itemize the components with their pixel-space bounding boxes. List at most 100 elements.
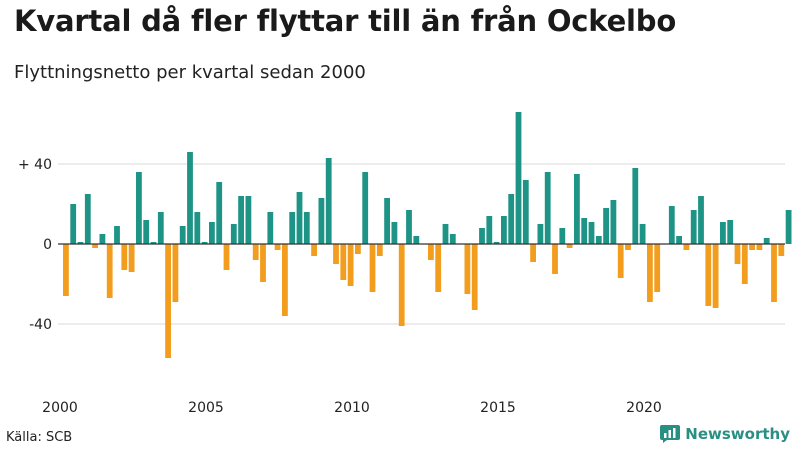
bar: 2023 Q1: -10 bbox=[734, 244, 741, 264]
bar: 2018 Q1: 11 bbox=[588, 222, 595, 244]
bar: 2019 Q2: -3 bbox=[625, 244, 631, 250]
bar: 2002 Q1: -13 bbox=[121, 244, 128, 270]
bar: 2005 Q2: 31 bbox=[216, 182, 223, 244]
bar: 2009 Q2: -10 bbox=[333, 244, 339, 264]
bar: 2020 Q2: -24 bbox=[654, 244, 661, 292]
brand-name: Newsworthy bbox=[685, 425, 790, 443]
bar: 2001 Q3: -27 bbox=[106, 244, 113, 298]
bar: 2017 Q3: 35 bbox=[574, 174, 580, 244]
bar: 2014 Q3: 14 bbox=[486, 216, 493, 244]
bar: 2013 Q2: 5 bbox=[449, 234, 456, 244]
bar: 2014 Q2: 8 bbox=[479, 228, 485, 244]
bar: 2006 Q2: 24 bbox=[245, 196, 252, 244]
bar: 2017 Q4: 13 bbox=[581, 218, 588, 244]
bar: 2019 Q4: 10 bbox=[639, 224, 646, 244]
bar: 2023 Q4: -3 bbox=[756, 244, 763, 250]
newsworthy-chart-icon bbox=[660, 425, 681, 443]
bar: 2009 Q1: 43 bbox=[325, 158, 332, 244]
bar: 2021 Q2: -3 bbox=[683, 244, 690, 250]
grid-layer bbox=[58, 163, 785, 325]
bar: 2008 Q4: 23 bbox=[318, 198, 325, 244]
bar: 2017 Q2: -2 bbox=[566, 244, 573, 248]
bar: 2003 Q4: -29 bbox=[172, 244, 179, 302]
bar: 2010 Q4: -6 bbox=[376, 244, 383, 256]
bar: 2011 Q4: 17 bbox=[406, 210, 412, 244]
bar: 2008 Q1: 26 bbox=[296, 192, 303, 244]
bar: 2009 Q4: -21 bbox=[347, 244, 354, 286]
bar: 2010 Q1: -5 bbox=[355, 244, 361, 254]
bar: 2004 Q3: 16 bbox=[194, 212, 201, 244]
chart-title: Kvartal då fler flyttar till än från Ock… bbox=[14, 4, 677, 38]
bar: 2013 Q1: 10 bbox=[442, 224, 449, 244]
bar: 2001 Q2: 5 bbox=[99, 234, 106, 244]
bar: 2007 Q1: 16 bbox=[267, 212, 274, 244]
bar: 2006 Q3: -8 bbox=[252, 244, 259, 260]
bar: 2014 Q1: -33 bbox=[471, 244, 478, 310]
y-tick-label: + 40 bbox=[18, 157, 52, 173]
bar: 2000 Q4: 25 bbox=[84, 194, 91, 244]
bar: 2006 Q4: -19 bbox=[260, 244, 266, 282]
bar: 2022 Q1: -31 bbox=[705, 244, 712, 306]
x-tick-label: 2005 bbox=[188, 400, 224, 416]
bar: 2012 Q3: -8 bbox=[428, 244, 434, 260]
bar: 2015 Q3: 66 bbox=[515, 112, 522, 244]
bar-layer: 2000 Q1: -262000 Q2: 202000 Q3: 12000 Q4… bbox=[63, 112, 792, 358]
bar: 2022 Q3: 11 bbox=[720, 222, 726, 244]
bar: 2017 Q1: 8 bbox=[559, 228, 566, 244]
x-tick-label: 2015 bbox=[480, 400, 516, 416]
bar: 2015 Q1: 14 bbox=[501, 216, 507, 244]
x-tick-label: 2010 bbox=[334, 400, 370, 416]
bar: 2016 Q3: 36 bbox=[544, 172, 551, 244]
y-tick-label: 0 bbox=[43, 237, 52, 253]
bar: 2008 Q3: -6 bbox=[311, 244, 317, 256]
bar: 2003 Q2: 16 bbox=[157, 212, 164, 244]
bar: 2016 Q4: -15 bbox=[552, 244, 558, 274]
bar: 2016 Q2: 10 bbox=[537, 224, 544, 244]
bar: 2021 Q3: 17 bbox=[690, 210, 697, 244]
bar: 2020 Q1: -29 bbox=[647, 244, 653, 302]
bar: 2000 Q2: 20 bbox=[70, 204, 77, 244]
bar: 2015 Q4: 32 bbox=[522, 180, 529, 244]
bar: 2014 Q4: 1 bbox=[493, 242, 500, 244]
bar: 2011 Q2: 11 bbox=[391, 222, 398, 244]
bar: 2001 Q4: 9 bbox=[114, 226, 120, 244]
bar: 2003 Q3: -57 bbox=[165, 244, 171, 358]
bar: 2000 Q3: 1 bbox=[77, 242, 84, 244]
bar: 2007 Q4: 16 bbox=[289, 212, 296, 244]
bar-chart: 2000 Q1: -262000 Q2: 202000 Q3: 12000 Q4… bbox=[18, 112, 792, 416]
bar: 2000 Q1: -26 bbox=[63, 244, 69, 296]
bar: 2011 Q3: -41 bbox=[398, 244, 405, 326]
chart-subtitle: Flyttningsnetto per kvartal sedan 2000 bbox=[14, 62, 366, 83]
y-tick-label: -40 bbox=[29, 317, 52, 333]
bar: 2002 Q4: 12 bbox=[143, 220, 150, 244]
bar: 2019 Q3: 38 bbox=[632, 168, 639, 244]
bar: 2024 Q1: 3 bbox=[763, 238, 770, 244]
bar: 2007 Q3: -36 bbox=[282, 244, 288, 316]
x-tick-label: 2000 bbox=[42, 400, 78, 416]
bar: 2023 Q2: -20 bbox=[741, 244, 748, 284]
bar: 2018 Q4: 22 bbox=[610, 200, 617, 244]
bar: 2003 Q1: 1 bbox=[150, 242, 157, 244]
bar: 2021 Q1: 4 bbox=[676, 236, 682, 244]
bar: 2002 Q2: -14 bbox=[128, 244, 135, 272]
bar: 2024 Q3: -6 bbox=[778, 244, 785, 256]
bar: 2006 Q1: 24 bbox=[238, 196, 244, 244]
bar: 2010 Q3: -24 bbox=[369, 244, 376, 292]
bar: 2013 Q4: -25 bbox=[464, 244, 471, 294]
bar: 2024 Q2: -29 bbox=[771, 244, 777, 302]
bar: 2009 Q3: -18 bbox=[340, 244, 347, 280]
bar: 2012 Q1: 4 bbox=[413, 236, 420, 244]
axis-layer: + 40 0 -40 2000 2005 2010 2015 2020 bbox=[18, 157, 785, 416]
bar: 2018 Q3: 18 bbox=[603, 208, 609, 244]
bar: 2008 Q2: 16 bbox=[303, 212, 310, 244]
bar: 2023 Q3: -3 bbox=[749, 244, 755, 250]
bar: 2005 Q3: -13 bbox=[223, 244, 230, 270]
bar: 2005 Q1: 11 bbox=[209, 222, 215, 244]
bar: 2004 Q1: 9 bbox=[179, 226, 186, 244]
source-note: Källa: SCB bbox=[6, 430, 73, 445]
bar: 2019 Q1: -17 bbox=[617, 244, 624, 278]
bar: 2022 Q2: -32 bbox=[712, 244, 719, 308]
bar: 2018 Q2: 4 bbox=[595, 236, 602, 244]
bar: 2020 Q4: 19 bbox=[668, 206, 675, 244]
bar: 2001 Q1: -2 bbox=[92, 244, 98, 248]
